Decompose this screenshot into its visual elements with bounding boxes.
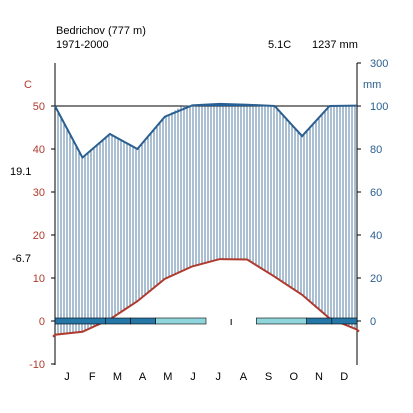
right-tick-label: 300 [370, 58, 388, 70]
temperature-line [52, 258, 360, 338]
month-label: S [265, 371, 272, 383]
period-label: 1971-2000 [56, 39, 109, 51]
right-tick-label: 40 [370, 230, 382, 242]
frost-certain-bar [54, 317, 106, 325]
max-temp-side-label: 19.1 [10, 166, 31, 178]
month-label: A [139, 371, 147, 383]
precipitation-line [54, 102, 358, 160]
right-tick-label: 100 [370, 101, 388, 113]
left-tick-label: -10 [29, 359, 45, 371]
frost-certain-bar [306, 317, 333, 325]
frost-probable-bar [155, 317, 207, 325]
mean-temperature-label: 5.1C [268, 39, 291, 51]
month-label: J [64, 371, 70, 383]
station-title: Bedrichov (777 m) [56, 25, 146, 37]
month-label: A [240, 371, 248, 383]
month-label: M [113, 371, 122, 383]
month-label: N [315, 371, 323, 383]
left-tick-label: 0 [39, 316, 45, 328]
left-tick-label: 50 [33, 101, 45, 113]
frost-certain-bar [331, 317, 358, 325]
month-label: J [190, 371, 196, 383]
month-label: O [290, 371, 299, 383]
left-tick-label: 10 [33, 273, 45, 285]
frost-certain-bar [130, 317, 156, 325]
right-tick-label: 20 [370, 273, 382, 285]
left-axis-unit: C [24, 79, 32, 91]
frost-probable-bar [256, 317, 307, 325]
right-tick-label: 0 [370, 316, 376, 328]
month-label: J [215, 371, 221, 383]
month-label: D [340, 371, 348, 383]
month-label: F [89, 371, 96, 383]
left-tick-label: 20 [33, 230, 45, 242]
frost-certain-bar [105, 317, 131, 325]
month-label: M [163, 371, 172, 383]
left-tick-label: 40 [33, 144, 45, 156]
left-tick-label: 30 [33, 187, 45, 199]
right-tick-label: 80 [370, 144, 382, 156]
right-axis-unit: mm [363, 79, 381, 91]
right-tick-label: 60 [370, 187, 382, 199]
min-temp-side-label: -6.7 [12, 253, 31, 265]
annual-precipitation-label: 1237 mm [312, 39, 358, 51]
